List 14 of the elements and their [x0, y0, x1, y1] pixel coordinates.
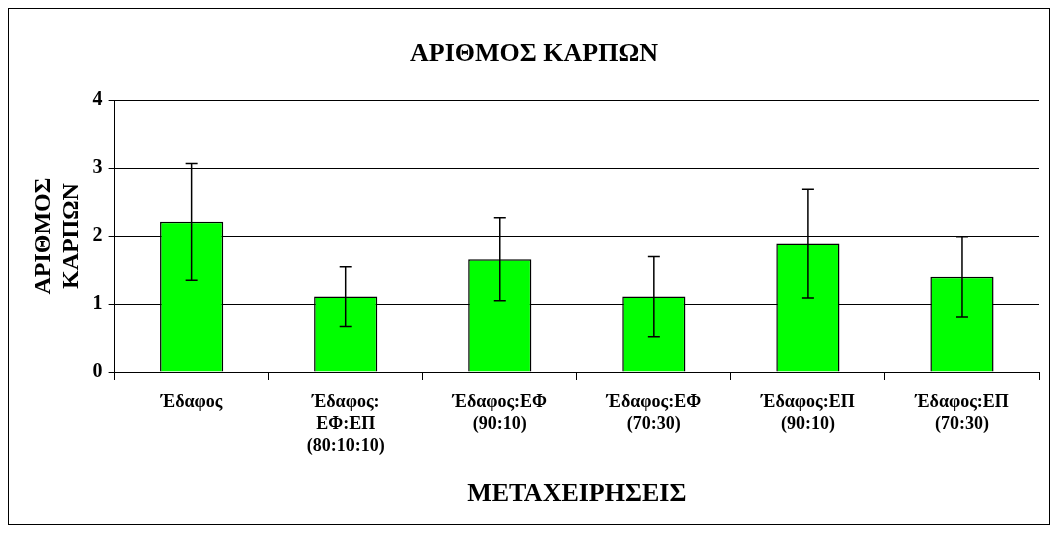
x-tick-label: Έδαφος:ΕΠ (90:10) [760, 391, 855, 435]
x-tick-label: Έδαφος: ΕΦ:ΕΠ (80:10:10) [306, 391, 385, 456]
x-tick-label: Έδαφος [159, 391, 223, 412]
x-tick-label: Έδαφος:ΕΠ (70:30) [914, 391, 1009, 435]
x-axis-title: ΜΕΤΑΧΕΙΡΗΣΕΙΣ [467, 478, 687, 508]
x-tick-label: Έδαφος:ΕΦ (70:30) [605, 391, 702, 435]
y-axis-title: ΑΡΙΘΜΟΣ ΚΑΡΠΩΝ [28, 177, 84, 295]
y-tick-label: 0 [92, 359, 103, 382]
y-tick-label: 3 [92, 155, 103, 178]
x-tick-label: Έδαφος:ΕΦ (90:10) [451, 391, 548, 435]
y-tick-label: 2 [92, 223, 103, 246]
y-tick-label: 4 [92, 87, 103, 110]
chart-title: ΑΡΙΘΜΟΣ ΚΑΡΠΩΝ [410, 38, 659, 68]
y-tick-label: 1 [92, 291, 103, 314]
